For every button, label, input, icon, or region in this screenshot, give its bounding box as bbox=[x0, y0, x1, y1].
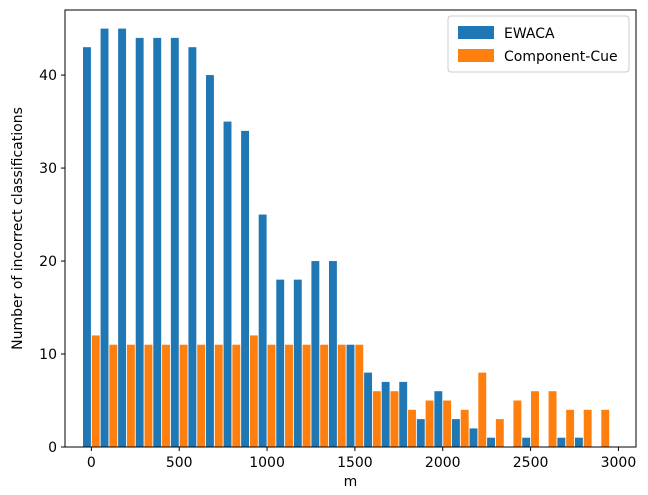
x-tick-label: 0 bbox=[87, 455, 96, 471]
bar-ewaca-5 bbox=[170, 37, 179, 447]
bar-ewaca-18 bbox=[399, 381, 408, 447]
bar-component-cue-29 bbox=[601, 409, 610, 447]
bar-component-cue-4 bbox=[162, 344, 170, 447]
bar-component-cue-2 bbox=[126, 344, 135, 447]
bar-ewaca-3 bbox=[135, 37, 144, 447]
bar-ewaca-0 bbox=[83, 47, 91, 447]
bar-ewaca-12 bbox=[293, 279, 302, 447]
x-tick-label: 1500 bbox=[337, 455, 373, 471]
bar-component-cue-23 bbox=[495, 419, 504, 447]
x-tick-label: 2500 bbox=[513, 455, 549, 471]
bar-ewaca-14 bbox=[328, 261, 337, 447]
y-axis-label: Number of incorrect classifications bbox=[10, 107, 26, 350]
bar-component-cue-9 bbox=[249, 335, 258, 447]
bar-ewaca-19 bbox=[416, 419, 425, 447]
y-tick-label: 10 bbox=[39, 347, 57, 363]
bar-ewaca-13 bbox=[311, 261, 320, 447]
bar-component-cue-0 bbox=[91, 335, 100, 447]
y-tick-label: 30 bbox=[39, 161, 57, 177]
bar-ewaca-25 bbox=[522, 437, 531, 447]
x-tick-label: 1000 bbox=[249, 455, 285, 471]
legend: EWACA Component-Cue bbox=[447, 15, 630, 73]
bar-ewaca-21 bbox=[451, 419, 460, 447]
bar-component-cue-14 bbox=[337, 344, 346, 447]
bar-component-cue-7 bbox=[214, 344, 223, 447]
bar-ewaca-27 bbox=[557, 437, 566, 447]
x-tick-label: 2000 bbox=[425, 455, 461, 471]
x-tick-label: 500 bbox=[166, 455, 193, 471]
plot-frame bbox=[64, 9, 637, 448]
bar-ewaca-9 bbox=[241, 130, 250, 447]
bar-component-cue-5 bbox=[179, 344, 188, 447]
legend-swatch bbox=[458, 26, 494, 39]
bar-component-cue-21 bbox=[460, 409, 469, 447]
bar-component-cue-6 bbox=[197, 344, 206, 447]
legend-swatch bbox=[458, 49, 494, 62]
bar-ewaca-4 bbox=[153, 37, 162, 447]
bar-component-cue-27 bbox=[566, 409, 575, 447]
bar-component-cue-18 bbox=[408, 409, 416, 447]
bar-ewaca-8 bbox=[223, 121, 232, 448]
y-tick-label: 0 bbox=[48, 440, 57, 456]
bar-component-cue-1 bbox=[109, 344, 118, 447]
bar-ewaca-15 bbox=[346, 344, 355, 447]
bar-component-cue-20 bbox=[443, 400, 452, 447]
bar-ewaca-11 bbox=[276, 279, 285, 447]
legend-label: EWACA bbox=[504, 26, 555, 42]
bar-ewaca-22 bbox=[469, 428, 478, 447]
bar-ewaca-23 bbox=[487, 437, 496, 447]
bar-component-cue-3 bbox=[144, 344, 153, 447]
x-tick-label: 3000 bbox=[601, 455, 637, 471]
bar-component-cue-26 bbox=[548, 391, 557, 447]
y-tick-label: 20 bbox=[39, 254, 57, 270]
bar-ewaca-16 bbox=[364, 372, 373, 447]
legend-label: Component-Cue bbox=[504, 49, 618, 65]
bar-ewaca-6 bbox=[188, 47, 197, 447]
bar-component-cue-16 bbox=[372, 391, 381, 447]
bar-component-cue-8 bbox=[232, 344, 241, 447]
bar-component-cue-24 bbox=[513, 400, 522, 447]
bar-ewaca-28 bbox=[574, 437, 583, 447]
bar-ewaca-7 bbox=[205, 75, 214, 447]
y-tick-label: 40 bbox=[39, 68, 57, 84]
bar-component-cue-22 bbox=[478, 372, 487, 447]
x-axis-label: m bbox=[344, 474, 358, 490]
bar-component-cue-12 bbox=[302, 344, 311, 447]
bar-component-cue-28 bbox=[583, 409, 592, 447]
bar-component-cue-13 bbox=[320, 344, 329, 447]
bar-ewaca-20 bbox=[434, 391, 443, 447]
bar-ewaca-17 bbox=[381, 381, 390, 447]
bar-component-cue-25 bbox=[531, 391, 539, 447]
bar-ewaca-2 bbox=[118, 28, 127, 448]
bar-component-cue-15 bbox=[355, 344, 364, 447]
bars-layer bbox=[83, 28, 610, 448]
bar-ewaca-1 bbox=[100, 28, 109, 448]
axes-layer: 0 500 1000 1500 2000 2500 3000 0 10 20 30 40 bbox=[39, 9, 637, 471]
bar-component-cue-17 bbox=[390, 391, 399, 447]
bar-ewaca-10 bbox=[258, 214, 267, 447]
bar-component-cue-10 bbox=[267, 344, 276, 447]
bar-component-cue-19 bbox=[425, 400, 434, 447]
bar-component-cue-11 bbox=[285, 344, 293, 447]
